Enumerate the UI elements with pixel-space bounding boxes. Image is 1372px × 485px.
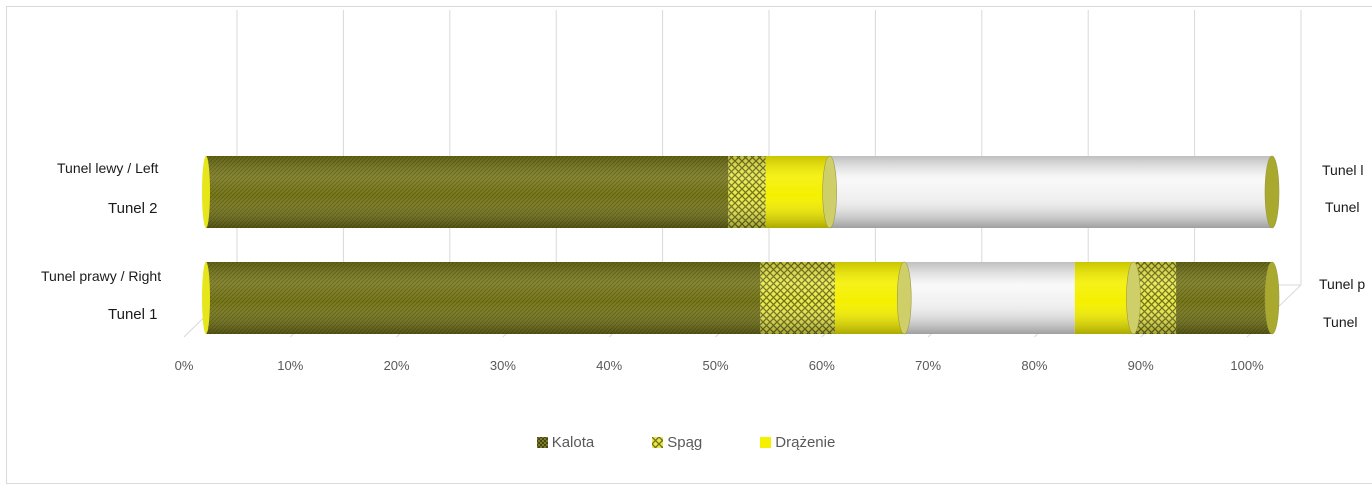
x-tick-label: 30% [490,358,516,373]
bars [202,155,1280,335]
legend-swatch-spag [652,437,664,448]
x-tick-label: 0% [175,358,194,373]
right-label-line2: Tunel [1323,314,1358,330]
legend-swatch-drazenie [760,437,772,448]
bar-end-cap [896,261,912,335]
x-tick-label: 10% [277,358,303,373]
right-label-line2: Tunel [1325,199,1360,215]
bar-segment-kalota-shading [206,156,729,228]
legend-item-spag[interactable]: Spąg [652,434,702,451]
bar-segment-remaining-shading [904,262,1075,334]
bar-start-cap [202,156,210,228]
bar-end-cap [822,155,837,229]
legend-label-spag: Spąg [667,434,703,451]
bar-end-cap [1126,261,1141,335]
bar-segment-spąg-shading [760,262,835,334]
chart-frame [6,6,1372,484]
bar-end-cap [1264,261,1280,335]
bar-segment-drążenie-shading [765,156,830,228]
x-tick-label: 50% [702,358,728,373]
legend: Kalota Spąg Drążenie [0,434,1372,451]
x-tick-label: 60% [809,358,835,373]
bar-end-cap [1264,155,1280,229]
bar-segment-kalota-shading [1176,262,1272,334]
bar-segment-drążenie-shading [1074,262,1134,334]
bar-segment-kalota-shading [206,262,761,334]
gridlines [236,10,1302,285]
bar-start-cap [202,262,210,334]
legend-item-kalota[interactable]: Kalota [536,434,595,451]
tunnel-progress-chart: 0% 10% 20% 30% 40% 50% 60% 70% 80% 90% 100% [175,10,1302,373]
right-label-line1: Tunel l [1322,162,1364,178]
bar-segment-spąg-shading [728,156,766,228]
x-axis-tick-labels: 0% 10% 20% 30% 40% 50% 60% 70% 80% 90% 100% [175,358,1264,373]
right-label-line1: Tunel p [1319,276,1366,292]
category-label-line1: Tunel prawy / Right [41,268,162,284]
x-tick-label: 80% [1021,358,1047,373]
legend-label-kalota: Kalota [551,434,595,451]
legend-label-drazenie: Drążenie [775,434,836,451]
category-label-line2: Tunel 1 [108,306,158,323]
x-tick-label: 100% [1230,358,1264,373]
legend-item-drazenie[interactable]: Drążenie [760,434,835,451]
bar-segment-remaining-shading [829,156,1272,228]
category-label-line2: Tunel 2 [108,200,158,217]
bar-row-tunel-1 [202,261,1280,335]
bar-segment-drążenie-shading [834,262,905,334]
legend-swatch-kalota [536,437,548,448]
bar-row-tunel-2 [202,155,1280,229]
x-tick-label: 20% [384,358,410,373]
x-tick-label: 70% [915,358,941,373]
category-label-line1: Tunel lewy / Left [57,160,159,176]
x-tick-label: 40% [596,358,622,373]
x-tick-label: 90% [1128,358,1154,373]
